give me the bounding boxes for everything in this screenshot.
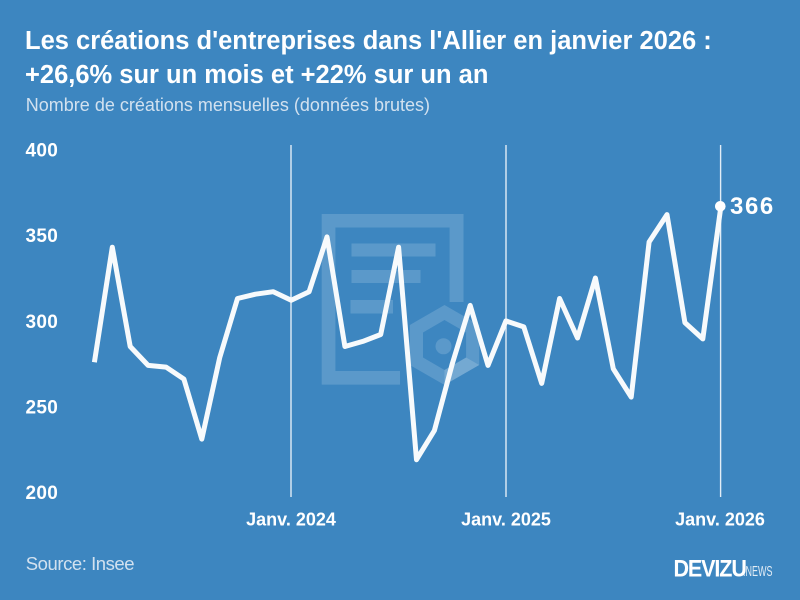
svg-text:366: 366 <box>730 193 775 220</box>
svg-text:350: 350 <box>26 226 59 247</box>
svg-text:200: 200 <box>26 483 59 504</box>
svg-text:Janv. 2025: Janv. 2025 <box>461 510 551 530</box>
svg-text:Janv. 2026: Janv. 2026 <box>675 510 765 530</box>
svg-text:Janv. 2024: Janv. 2024 <box>246 510 336 530</box>
svg-text:400: 400 <box>26 140 59 161</box>
svg-text:300: 300 <box>26 312 59 333</box>
svg-text:250: 250 <box>26 398 59 419</box>
